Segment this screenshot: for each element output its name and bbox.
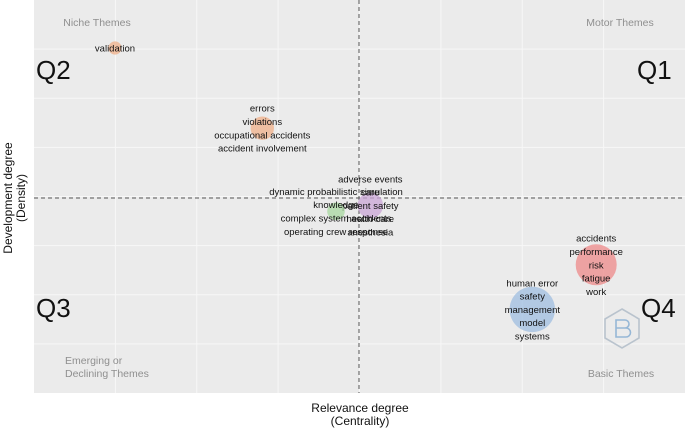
cluster-2-keyword: errors — [250, 104, 275, 115]
quadrant-label-q2: Q2 — [36, 55, 71, 85]
cluster-2-keyword: violations — [242, 117, 282, 128]
cluster-2-keyword: accident involvement — [218, 144, 307, 155]
cluster-4-keyword: operating crew response — [284, 227, 388, 238]
cluster-4-keyword: dynamic probabilistic simulation — [269, 187, 403, 198]
cluster-3-keyword: patient safety — [342, 201, 399, 212]
cluster-bubble-2 — [250, 116, 274, 140]
cluster-6-keyword: safety — [520, 292, 546, 303]
cluster-4-keyword: complex system accidents — [281, 214, 392, 225]
cluster-3-keyword: adverse events — [338, 174, 403, 185]
quadrant-label-q3: Q3 — [36, 293, 71, 323]
cluster-3-keyword: care — [361, 188, 379, 199]
theme-label-bottom-left-line1: Emerging or — [65, 355, 123, 367]
cluster-6-keyword: management — [505, 305, 561, 316]
cluster-5-keyword: accidents — [576, 234, 616, 245]
cluster-6-keyword: systems — [515, 332, 550, 343]
quadrant-label-q1: Q1 — [637, 55, 672, 85]
y-axis-title-line2: (Density) — [14, 174, 28, 222]
cluster-bubble-6 — [509, 286, 555, 333]
theme-label-top-left: Niche Themes — [63, 17, 131, 29]
cluster-3-keyword: anesthesia — [347, 228, 394, 239]
theme-label-bottom-left-line2: Declining Themes — [65, 368, 149, 380]
cluster-layer: validation errors violations occupational a… — [95, 41, 623, 343]
cluster-6-keyword: human error — [506, 278, 558, 289]
cluster-6-keyword: model — [519, 318, 545, 329]
theme-label-bottom-right: Basic Themes — [588, 368, 654, 380]
cluster-5-keyword: performance — [570, 247, 623, 258]
cluster-5-keyword: work — [585, 287, 606, 298]
cluster-bubble-4 — [327, 202, 345, 221]
cluster-5-keyword: fatigue — [582, 274, 611, 285]
y-axis-title-line1: Development degree — [1, 142, 15, 254]
cluster-1-keyword: validation — [95, 44, 135, 55]
x-axis-title-line1: Relevance degree — [311, 401, 409, 415]
cluster-3-keyword: health-care — [347, 214, 395, 225]
cluster-2-keyword: occupational accidents — [214, 130, 310, 141]
quadrant-label-q4: Q4 — [641, 293, 676, 323]
cluster-bubble-5 — [575, 244, 617, 286]
cluster-4-keyword: knowledge — [313, 200, 358, 211]
cluster-5-keyword: risk — [589, 260, 604, 271]
theme-label-top-right: Motor Themes — [586, 17, 654, 29]
watermark-logo-icon — [604, 308, 640, 349]
cluster-bubble-1 — [108, 41, 122, 55]
x-axis-title-line2: (Centrality) — [331, 414, 390, 428]
cluster-bubble-3 — [357, 192, 384, 219]
